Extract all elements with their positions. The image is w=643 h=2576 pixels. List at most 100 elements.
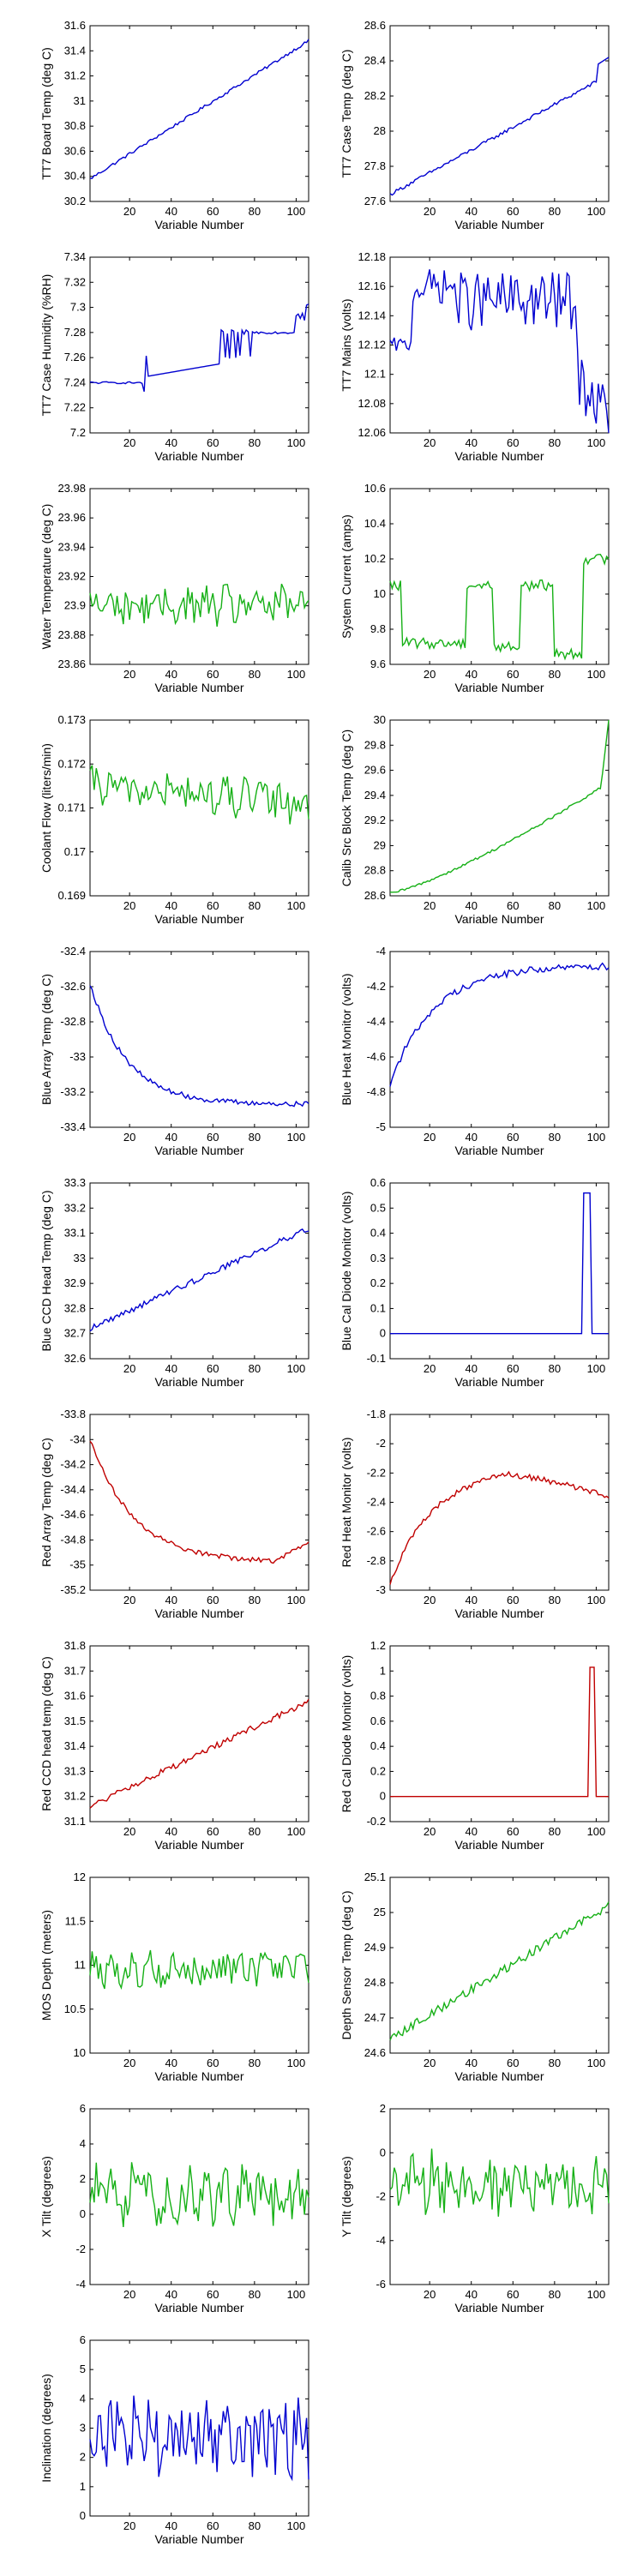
x-axis-label: Variable Number: [454, 218, 544, 231]
y-tick-label: 11.5: [65, 1914, 86, 1927]
x-tick-label: 80: [249, 1131, 261, 1144]
x-tick-label: 20: [123, 2519, 135, 2532]
y-tick-label: 0.169: [57, 889, 86, 902]
x-tick-label: 20: [424, 1131, 436, 1144]
x-tick-label: 40: [165, 2057, 177, 2069]
y-tick-label: 31.4: [64, 44, 86, 57]
y-tick-label: 28.2: [364, 89, 386, 102]
x-tick-label: 100: [287, 1825, 306, 1838]
y-tick-label: -33.2: [60, 1085, 86, 1098]
y-tick-label: -4.6: [367, 1050, 386, 1063]
x-tick-label: 20: [123, 1131, 135, 1144]
x-tick-label: 60: [507, 2288, 519, 2301]
x-tick-label: 20: [424, 2057, 436, 2069]
plot-frame: [389, 1876, 610, 2054]
y-tick-label: 0: [380, 2146, 386, 2159]
y-tick-label: 31.4: [64, 1739, 86, 1752]
x-tick-label: 40: [465, 1131, 477, 1144]
plot-frame: [389, 256, 610, 434]
x-tick-label: 100: [587, 436, 606, 449]
y-tick-label: 10.5: [64, 2003, 86, 2015]
x-axis-label: Variable Number: [154, 1375, 243, 1389]
chart-2: 27.6 27.8 28 28.2 28.4 28.6 20 40 60 80 100 Variabl…: [340, 19, 610, 231]
x-tick-label: 40: [165, 2288, 177, 2301]
y-tick-label: -34.4: [60, 1483, 86, 1496]
y-tick-label: 0.3: [370, 1252, 386, 1264]
x-tick-label: 60: [207, 1362, 219, 1375]
y-tick-label: 7.32: [64, 275, 86, 288]
x-tick-label: 40: [465, 2057, 477, 2069]
x-tick-label: 20: [424, 436, 436, 449]
x-tick-label: 40: [165, 436, 177, 449]
x-tick-label: 80: [249, 899, 261, 912]
x-tick-label: 60: [207, 1131, 219, 1144]
y-tick-label: 0.4: [370, 1739, 386, 1752]
y-tick-label: 6: [80, 2102, 86, 2115]
x-tick-label: 20: [123, 2057, 135, 2069]
y-tick-label: 0.2: [370, 1276, 386, 1289]
y-tick-label: 30.8: [64, 119, 86, 132]
x-tick-label: 100: [287, 899, 306, 912]
x-tick-label: 80: [549, 1131, 561, 1144]
x-axis-label: Variable Number: [154, 218, 243, 231]
y-tick-label: -2.2: [367, 1466, 386, 1479]
x-tick-label: 40: [465, 205, 477, 218]
y-tick-label: 7.26: [64, 351, 86, 363]
y-axis-label: TT7 Board Temp (deg C): [39, 47, 53, 180]
y-tick-label: 31.5: [64, 1714, 86, 1727]
chart-15: 31.1 31.2 31.3 31.4 31.5 31.6 31.7 31.8 20 40 60 80…: [39, 1639, 309, 1852]
x-axis-label: Variable Number: [454, 681, 544, 694]
y-tick-label: 32.8: [64, 1301, 86, 1314]
y-tick-label: 23.96: [57, 511, 86, 524]
y-tick-label: 12.1: [364, 368, 386, 381]
y-axis-label: Depth Sensor Temp (deg C): [340, 1890, 353, 2039]
y-tick-label: 6: [80, 2333, 86, 2346]
x-axis-label: Variable Number: [454, 2069, 544, 2083]
x-tick-label: 20: [123, 1594, 135, 1606]
y-tick-label: 27.6: [364, 195, 386, 207]
y-tick-label: 31.8: [64, 1639, 86, 1652]
x-tick-label: 80: [249, 1362, 261, 1375]
y-tick-label: 24.6: [364, 2046, 386, 2059]
x-tick-label: 60: [207, 205, 219, 218]
y-tick-label: -4.2: [367, 980, 386, 993]
x-tick-label: 60: [207, 2288, 219, 2301]
y-tick-label: 0: [80, 2509, 86, 2522]
y-tick-label: 7.28: [64, 326, 86, 339]
x-tick-label: 100: [287, 436, 306, 449]
y-tick-label: 29.8: [364, 738, 386, 751]
x-axis-label: Variable Number: [454, 2301, 544, 2315]
x-tick-label: 40: [165, 1131, 177, 1144]
y-tick-label: -5: [376, 1120, 386, 1133]
y-tick-label: 25: [374, 1906, 386, 1918]
series-line: [389, 2148, 610, 2217]
y-tick-label: -34.2: [60, 1458, 86, 1471]
y-tick-label: 10: [74, 2046, 86, 2059]
y-tick-label: 1: [80, 2480, 86, 2493]
y-axis-label: Blue Heat Monitor (volts): [340, 973, 353, 1105]
y-axis-label: TT7 Mains (volts): [340, 298, 353, 391]
y-tick-label: 12.18: [358, 250, 386, 263]
x-tick-label: 40: [465, 1594, 477, 1606]
y-tick-label: 24.7: [364, 2011, 386, 2024]
y-tick-label: 0.5: [370, 1201, 386, 1214]
x-tick-label: 60: [507, 205, 519, 218]
y-tick-label: 29.4: [364, 789, 386, 802]
x-tick-label: 40: [165, 1362, 177, 1375]
x-tick-label: 100: [587, 1131, 606, 1144]
x-tick-label: 80: [549, 1362, 561, 1375]
y-axis-label: X Tilt (degrees): [39, 2156, 53, 2237]
y-tick-label: 2: [380, 2102, 386, 2115]
x-tick-label: 60: [507, 436, 519, 449]
y-tick-label: 31.3: [64, 1764, 86, 1777]
y-tick-label: 30.6: [64, 144, 86, 157]
plot-frame: [389, 1414, 610, 1591]
x-tick-label: 80: [549, 1594, 561, 1606]
y-tick-label: 0.4: [370, 1227, 386, 1240]
y-tick-label: -33: [69, 1050, 86, 1063]
x-tick-label: 60: [207, 1825, 219, 1838]
y-tick-label: -2: [376, 2190, 386, 2203]
x-tick-label: 100: [287, 205, 306, 218]
y-tick-label: -35: [69, 1558, 86, 1571]
